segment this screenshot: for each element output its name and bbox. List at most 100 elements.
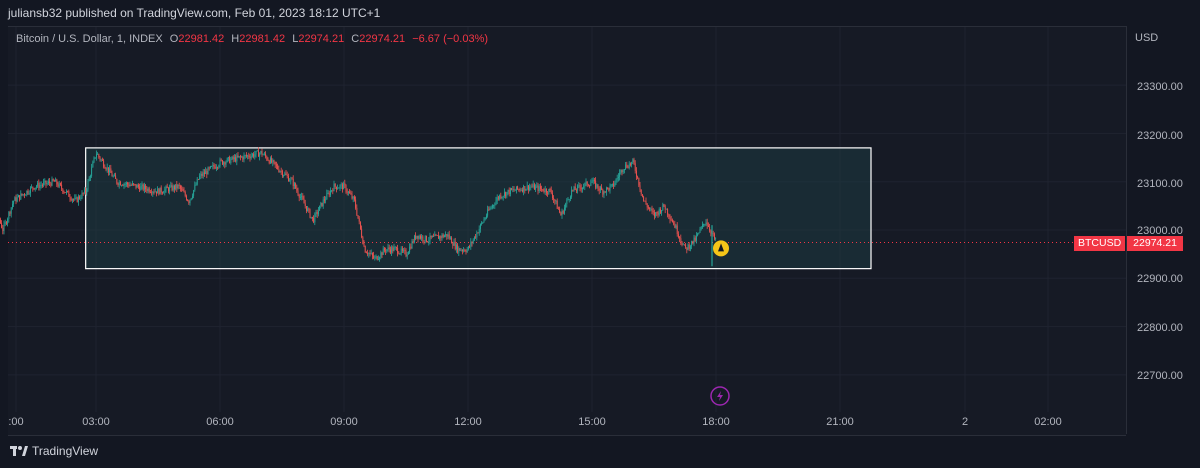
candle-body <box>450 237 451 239</box>
tradingview-brand[interactable]: TradingView <box>10 444 98 458</box>
candle-body <box>542 189 544 192</box>
candle-body <box>370 253 372 255</box>
candle-body <box>31 186 33 188</box>
candle-body <box>19 195 21 200</box>
candle-body <box>621 169 623 173</box>
candle-body <box>559 209 561 213</box>
candle-body <box>535 186 537 190</box>
y-tick-label: 23000.00 <box>1137 225 1183 237</box>
candle-body <box>555 200 557 202</box>
candle-body <box>276 164 277 166</box>
candle-body <box>415 235 417 239</box>
candle-body <box>291 178 293 180</box>
candle-body <box>0 219 1 224</box>
candle-body <box>310 216 312 218</box>
candle-body <box>627 167 629 169</box>
candle-body <box>340 184 342 186</box>
candle-body <box>157 188 159 194</box>
candle-body <box>268 160 270 164</box>
legend-high-label: H <box>231 33 240 45</box>
candle-body <box>180 185 181 189</box>
candle-body <box>619 172 621 177</box>
candle-body <box>271 158 273 163</box>
candle-body <box>331 190 333 192</box>
candle-body <box>225 161 227 165</box>
candle-body <box>128 184 130 187</box>
candle-body <box>21 193 23 195</box>
candle-body <box>60 183 61 185</box>
candle-body <box>153 191 155 193</box>
candle-body <box>333 183 335 192</box>
candle-body <box>100 159 102 161</box>
candle-body <box>531 186 533 188</box>
candle-body <box>529 186 531 190</box>
candle-body <box>452 243 454 246</box>
publisher-info: juliansb32 published on TradingView.com,… <box>8 6 381 20</box>
candle-body <box>330 190 331 196</box>
candle-body <box>186 195 187 200</box>
candle-body <box>79 196 81 199</box>
candle-body <box>397 248 399 254</box>
candle-body <box>388 247 390 250</box>
candle-body <box>434 234 436 237</box>
candle-body <box>424 235 426 242</box>
candle-body <box>518 189 520 190</box>
candle-body <box>460 250 462 251</box>
candle-body <box>660 209 661 213</box>
candle-body <box>344 183 346 186</box>
candle-body <box>182 188 184 192</box>
candle-body <box>568 199 570 200</box>
candle-body <box>229 157 231 164</box>
ohlc-legend: Bitcoin / U.S. Dollar, 1, INDEX O22981.4… <box>16 33 492 45</box>
currency-label: USD <box>1135 32 1159 44</box>
candle-body <box>478 228 480 234</box>
candle-body <box>18 195 19 198</box>
x-tick-label: 09:00 <box>330 416 358 428</box>
candle-body <box>183 191 185 193</box>
candle-body <box>453 241 455 246</box>
candle-body <box>679 237 681 239</box>
candle-body <box>393 247 395 252</box>
candle-body <box>198 179 199 180</box>
candle-body <box>375 256 377 258</box>
candle-body <box>702 224 703 228</box>
candle-body <box>546 188 547 193</box>
candle-body <box>676 225 678 235</box>
candle-body <box>589 185 591 187</box>
candle-body <box>572 189 574 191</box>
footer-bar <box>0 436 1200 468</box>
candle-body <box>534 184 535 190</box>
candle-body <box>669 216 671 220</box>
candle-body <box>645 201 647 205</box>
candle-body <box>666 208 667 210</box>
candle-body <box>290 178 292 181</box>
candle-body <box>88 177 90 181</box>
candle-body <box>604 191 606 193</box>
candle-body <box>367 253 369 255</box>
candle-body <box>626 164 628 168</box>
candle-body <box>81 192 83 199</box>
y-tick-label: 22900.00 <box>1137 273 1183 285</box>
candle-body <box>211 166 213 168</box>
candle-body <box>681 241 683 245</box>
candle-body <box>592 179 594 182</box>
candle-body <box>140 185 142 191</box>
candle-body <box>540 186 541 189</box>
candle-body <box>118 182 120 186</box>
candle-body <box>9 212 11 214</box>
candle-body <box>514 190 516 192</box>
price-axis[interactable] <box>1126 26 1200 434</box>
candle-body <box>712 233 714 235</box>
candle-body <box>253 153 255 157</box>
candle-body <box>32 186 34 189</box>
candle-body <box>418 236 420 239</box>
candle-body <box>596 184 598 188</box>
candle-body <box>294 183 295 187</box>
candle-body <box>241 156 243 158</box>
candle-body <box>201 173 203 176</box>
candle-body <box>106 167 108 170</box>
candle-body <box>595 180 597 188</box>
candle-body <box>51 179 53 186</box>
legend-low-label: L <box>292 33 299 45</box>
